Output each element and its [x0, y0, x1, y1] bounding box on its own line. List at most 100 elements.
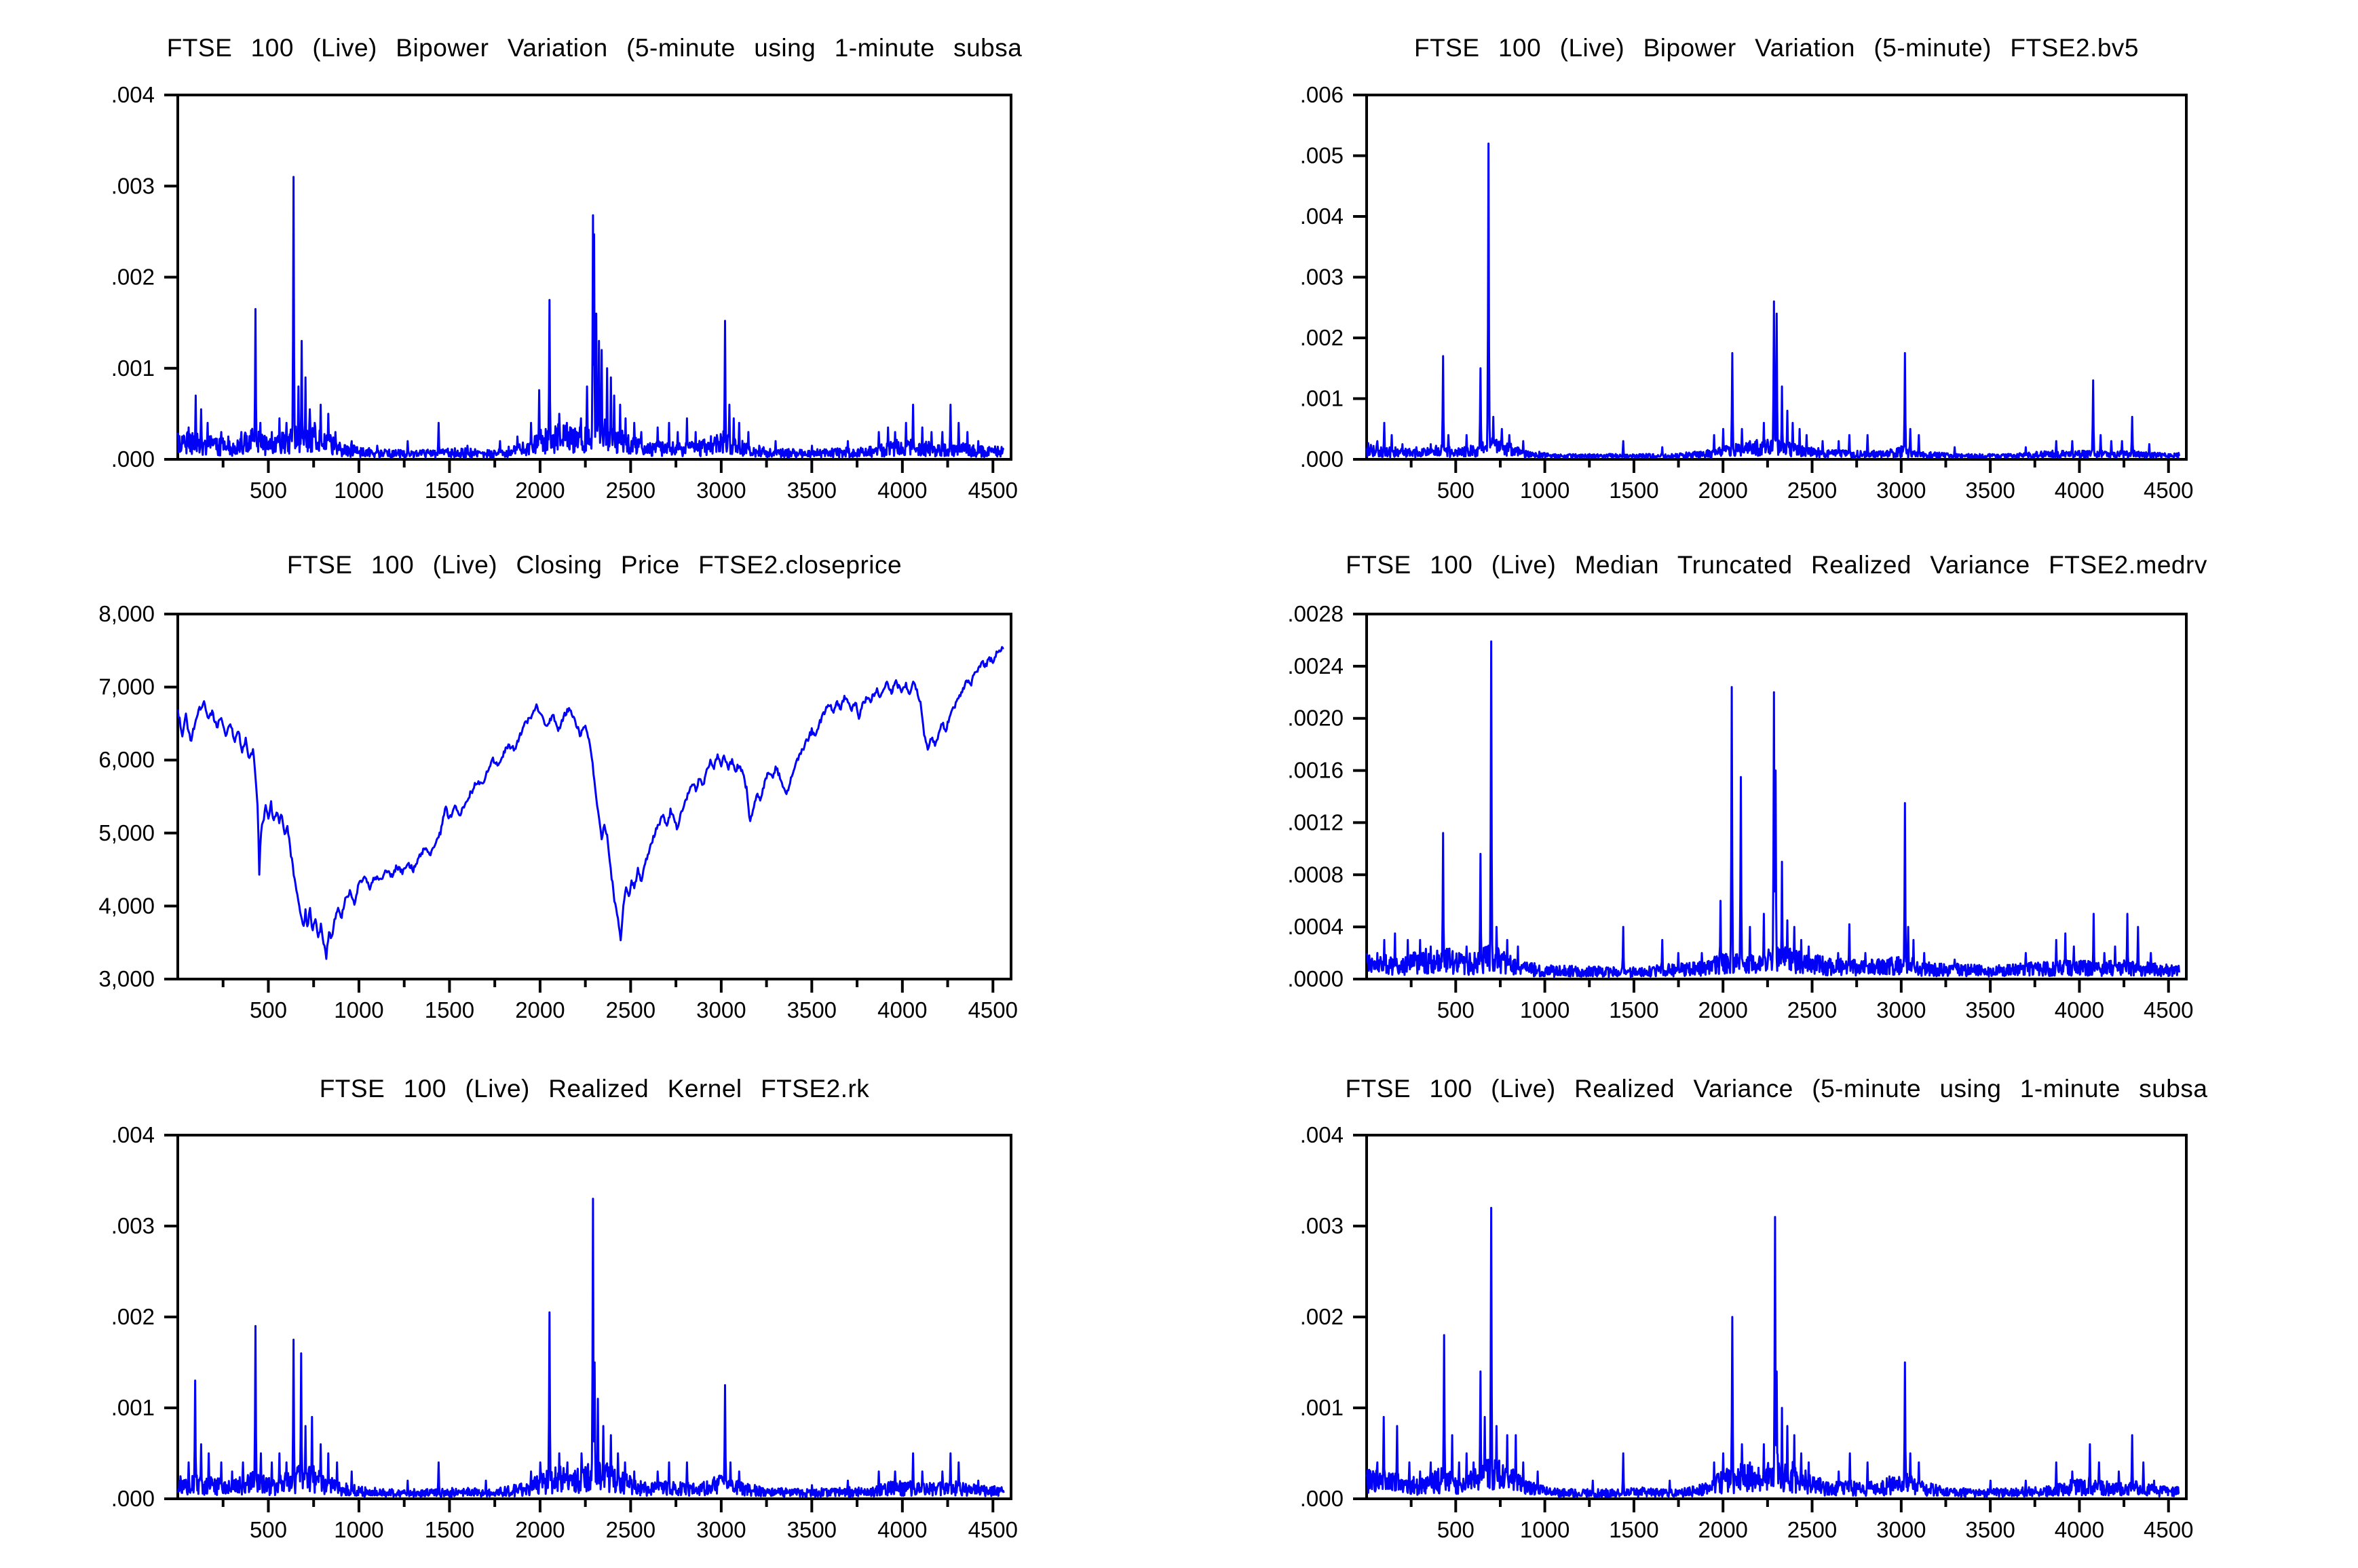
x-tick-label: 4000 [877, 478, 927, 503]
x-tick-label: 4500 [968, 1517, 1018, 1542]
axes-bv5 [1353, 94, 2188, 473]
chart-bv_ss: .000 .001 .002 .003 .004 500 1000 1500 2000 2500 3… [111, 82, 1018, 503]
x-tick-label: 1500 [1609, 478, 1658, 503]
x-tick-label: 1000 [334, 997, 383, 1022]
x-tick-label: 2500 [1787, 478, 1837, 503]
series-line-medrv [1365, 640, 2180, 978]
x-tick-label: 3500 [787, 997, 837, 1022]
x-tick-label: 1500 [425, 997, 474, 1022]
x-tick-label: 1500 [425, 1517, 474, 1542]
y-tick-label: .0004 [1287, 914, 1344, 939]
chart-panel-realized-kernel[interactable] [42, 1062, 1147, 1557]
x-tick-label: 500 [1437, 478, 1475, 503]
chart-title-median-truncated-rv: FTSE 100 (Live) Median Truncated Realize… [1346, 551, 2207, 579]
x-tick-label: 500 [250, 478, 287, 503]
y-tick-label: .003 [111, 173, 155, 198]
chart-panel-bipower-subsampled[interactable] [42, 20, 1147, 516]
y-tick-label: 5,000 [98, 820, 155, 845]
chart-closeprice: 3,000 4,000 5,000 6,000 7,000 8,000 500 1000 150… [98, 601, 1018, 1022]
x-tick-label: 1000 [334, 1517, 383, 1542]
series-line-rv_ss [1365, 1206, 2180, 1498]
y-tick-label: .000 [1300, 446, 1344, 472]
chart-rv_ss: .000 .001 .002 .003 .004 500 1000 1500 2000 2500 3… [1300, 1122, 2194, 1542]
x-tick-label: 2000 [515, 1517, 565, 1542]
series-line-closeprice [176, 646, 1004, 960]
x-tick-label: 4500 [968, 997, 1018, 1022]
x-tick-label: 3000 [696, 478, 746, 503]
x-tick-label: 500 [1437, 997, 1475, 1022]
y-tick-label: .0024 [1287, 653, 1344, 678]
y-tick-label: 3,000 [98, 966, 155, 991]
x-tick-label: 2000 [1698, 1517, 1748, 1542]
x-tick-label: 500 [1437, 1517, 1475, 1542]
chart-title-bipower-subsampled: FTSE 100 (Live) Bipower Variation (5-min… [166, 34, 1023, 62]
series-line-bv_ss [176, 176, 1005, 459]
x-tick-label: 1500 [1609, 1517, 1658, 1542]
y-tick-label: .001 [111, 356, 155, 381]
x-tick-label: 4500 [2144, 997, 2193, 1022]
chart-panel-median-truncated-rv[interactable] [1224, 539, 2329, 1035]
x-tick-label: 3500 [1965, 478, 2015, 503]
chart-bv5: .000 .001 .002 .003 .004 .005 .006 500 1000 1500 2… [1300, 82, 2194, 503]
y-tick-label: .002 [1300, 1304, 1344, 1329]
chart-panel-realized-variance-subsampled[interactable] [1224, 1062, 2329, 1557]
y-tick-label: 8,000 [98, 601, 155, 626]
y-tick-label: 6,000 [98, 747, 155, 772]
x-tick-label: 4500 [2144, 1517, 2193, 1542]
x-tick-label: 3500 [787, 1517, 837, 1542]
x-tick-label: 3000 [1876, 997, 1926, 1022]
axes-rk [164, 1134, 1012, 1512]
y-tick-label: .000 [1300, 1486, 1344, 1511]
x-tick-label: 1000 [334, 478, 383, 503]
y-tick-label: .004 [1300, 1122, 1344, 1147]
series-line-rk [176, 1198, 1005, 1498]
series-line-bv5 [1365, 142, 2180, 459]
axes-closeprice [164, 613, 1012, 993]
chart-panel-bipower-5min[interactable] [1224, 20, 2329, 516]
x-tick-label: 3000 [696, 997, 746, 1022]
y-tick-label: 7,000 [98, 674, 155, 700]
axes-bv_ss [164, 94, 1012, 473]
y-tick-label: .005 [1300, 143, 1344, 168]
y-tick-label: .006 [1300, 82, 1344, 107]
y-tick-label: .0020 [1287, 706, 1344, 731]
y-tick-label: .000 [111, 446, 155, 472]
x-tick-label: 1500 [425, 478, 474, 503]
y-tick-label: .002 [111, 1304, 155, 1329]
y-tick-label: .004 [1300, 204, 1344, 229]
x-tick-label: 2000 [515, 478, 565, 503]
y-tick-label: .0016 [1287, 758, 1344, 783]
chart-title-realized-variance-subsampled: FTSE 100 (Live) Realized Variance (5-min… [1345, 1075, 2208, 1103]
x-tick-label: 2000 [515, 997, 565, 1022]
x-tick-label: 2500 [1787, 997, 1837, 1022]
y-tick-label: .001 [1300, 1395, 1344, 1420]
y-tick-label: .003 [111, 1213, 155, 1238]
x-tick-label: 4500 [968, 478, 1018, 503]
x-tick-label: 1500 [1609, 997, 1658, 1022]
x-tick-label: 3500 [1965, 997, 2015, 1022]
x-tick-label: 2500 [606, 478, 655, 503]
chart-title-closing-price: FTSE 100 (Live) Closing Price FTSE2.clos… [286, 551, 902, 579]
x-tick-label: 2000 [1698, 478, 1748, 503]
axes-medrv [1353, 613, 2188, 993]
y-tick-label: .0012 [1287, 809, 1344, 835]
y-tick-label: .000 [111, 1486, 155, 1511]
chart-title-realized-kernel: FTSE 100 (Live) Realized Kernel FTSE2.rk [319, 1075, 870, 1103]
x-tick-label: 1000 [1520, 1517, 1570, 1542]
x-tick-label: 500 [250, 1517, 287, 1542]
axes-rv_ss [1353, 1134, 2188, 1512]
y-tick-label: .001 [111, 1395, 155, 1420]
y-tick-label: .0000 [1287, 966, 1344, 991]
x-tick-label: 4500 [2144, 478, 2193, 503]
x-tick-label: 4000 [2055, 478, 2104, 503]
chart-medrv: .0000 .0004 .0008 .0012 .0016 .0020 .0024 .0028… [1287, 601, 2193, 1022]
y-tick-label: .002 [111, 265, 155, 290]
x-tick-label: 3000 [1876, 1517, 1926, 1542]
x-tick-label: 2500 [606, 997, 655, 1022]
x-tick-label: 2500 [1787, 1517, 1837, 1542]
x-tick-label: 3500 [1965, 1517, 2015, 1542]
chart-panel-closing-price[interactable] [42, 539, 1147, 1035]
y-tick-label: .003 [1300, 265, 1344, 290]
